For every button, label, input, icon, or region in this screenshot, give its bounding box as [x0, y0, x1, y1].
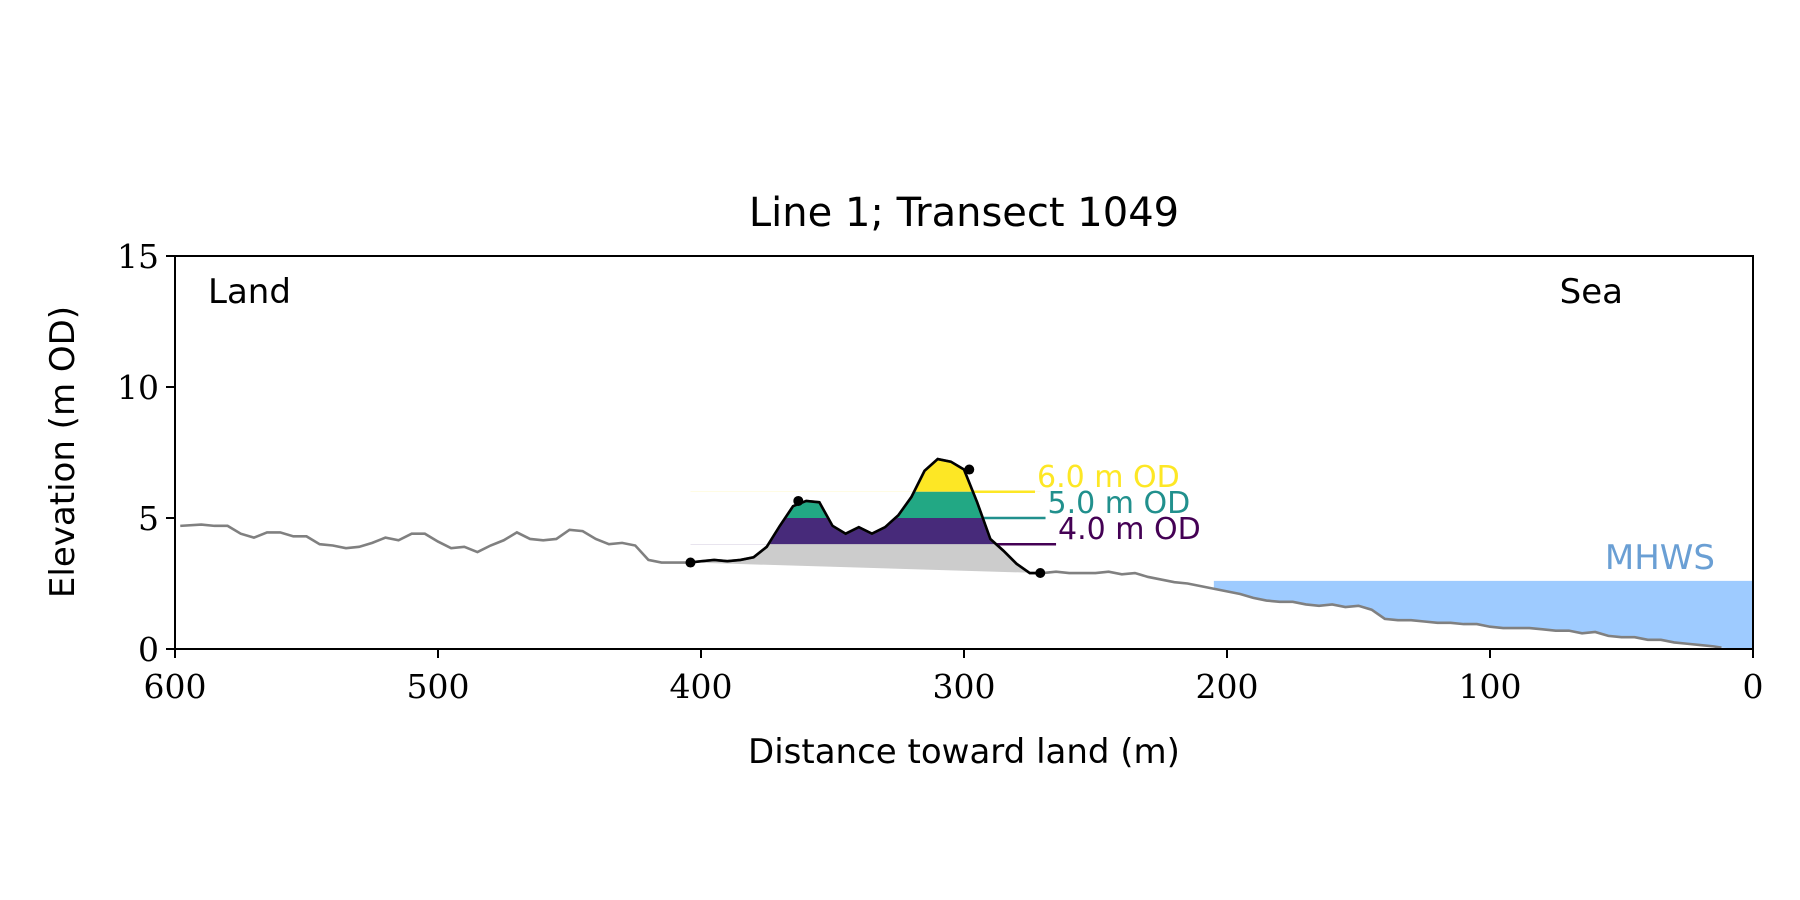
dune-marker-3	[1035, 568, 1046, 579]
x-axis: 600 500 400 300 200 100 0	[144, 649, 1764, 706]
level-label-1: 5.0 m OD	[1048, 486, 1191, 521]
x-tick-label-5: 100	[1459, 667, 1522, 706]
y-tick-label-1: 5	[138, 499, 159, 538]
x-tick-label-0: 600	[144, 667, 207, 706]
x-tick-label-2: 400	[670, 667, 733, 706]
x-tick-label-4: 200	[1196, 667, 1259, 706]
mhws-label: MHWS	[1605, 538, 1715, 578]
dune-marker-1	[793, 495, 804, 506]
x-axis-label: Distance toward land (m)	[748, 732, 1180, 772]
x-tick-label-3: 300	[933, 667, 996, 706]
x-tick-label-1: 500	[407, 667, 470, 706]
chart-title: Line 1; Transect 1049	[749, 190, 1179, 236]
y-tick-label-0: 0	[138, 630, 159, 669]
sea-label: Sea	[1560, 272, 1623, 312]
dune-base-fill	[690, 459, 1041, 574]
dune-marker-0	[685, 557, 696, 568]
plot-content	[180, 457, 1753, 649]
y-axis: 0 5 10 15	[117, 237, 175, 669]
y-tick-label-3: 15	[117, 237, 159, 276]
level-band-1	[785, 491, 983, 518]
plot-area: 4.0 m OD5.0 m OD6.0 m OD MHWS	[180, 457, 1753, 649]
mhws-water-fill	[1213, 580, 1753, 649]
x-tick-label-6: 0	[1743, 667, 1764, 706]
level-label-0: 4.0 m OD	[1058, 512, 1201, 547]
level-band-2	[690, 459, 1041, 492]
level-label-2: 6.0 m OD	[1037, 460, 1180, 495]
y-tick-label-2: 10	[117, 368, 159, 407]
land-label: Land	[208, 272, 291, 312]
dune-outline	[690, 457, 1041, 575]
y-axis-label: Elevation (m OD)	[43, 306, 83, 598]
level-band-0	[768, 518, 997, 545]
dune-marker-2	[964, 464, 975, 475]
